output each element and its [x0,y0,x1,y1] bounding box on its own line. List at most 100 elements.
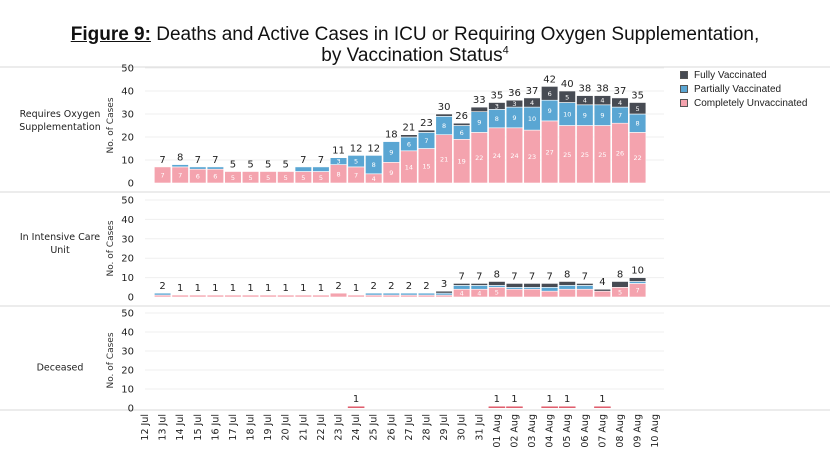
bar-segment-unvaccinated [224,294,242,298]
bar-segment-fully [576,95,594,106]
bar-segment-partially [153,292,172,296]
segment-label-fully: 5 [636,105,640,113]
segment-label-partially: 8 [442,122,446,130]
total-label: 35 [631,91,644,102]
segment-label-partially: 6 [460,129,464,137]
total-label: 12 [367,143,380,154]
bar-segment-fully [629,277,647,282]
x-tick-label: 07 Aug [597,414,608,448]
y-tick-label: 0 [128,404,134,415]
panel-label-1-line-1: Unit [50,245,70,256]
panel-label-2-line-0: Deceased [37,363,84,374]
x-tick-label: 16 Jul [210,414,221,441]
figure-label: Figure 9: [70,24,151,45]
bar-segment-fully [611,97,629,108]
total-label: 10 [631,266,644,277]
segment-label-unvaccinated: 15 [422,162,430,170]
bar-segment-fully [611,281,629,288]
bar-segment-fully [576,283,594,286]
total-label: 26 [455,111,468,122]
chart-title-line-2: by Vaccination Status4 [0,45,830,67]
bar-segment-fully [435,113,453,117]
segment-label-unvaccinated: 4 [372,175,376,183]
segment-label-unvaccinated: 19 [458,158,466,166]
chart-title-line-1: Figure 9: Deaths and Active Cases in ICU… [0,24,830,46]
segment-label-unvaccinated: 5 [319,174,323,182]
y-tick-label: 10 [121,385,134,396]
x-tick-label: 25 Jul [369,414,380,441]
total-label: 38 [578,84,591,95]
bar-segment-unvaccinated [277,171,295,184]
total-label: 1 [230,283,236,294]
y-tick-label: 50 [121,64,134,75]
bar-segment-fully [523,97,541,108]
total-label: 8 [564,269,570,280]
total-label: 1 [283,283,289,294]
bar-segment-partially [382,292,400,296]
total-label: 40 [561,79,574,90]
bar-segment-fully [453,122,471,126]
legend-label-fully-vaccinated: Fully Vaccinated [694,69,767,81]
bar-base-mark [594,406,611,408]
segment-label-partially: 9 [600,112,604,120]
bar-segment-unvaccinated [312,294,330,298]
x-tick-label: 19 Jul [263,414,274,441]
total-label: 36 [508,88,521,99]
legend-item-partially-vaccinated: Partially Vaccinated [680,82,807,96]
bar-segment-fully [488,281,506,286]
x-tick-label: 14 Jul [175,414,186,441]
y-tick-label: 30 [121,347,134,358]
segment-label-partially: 5 [354,158,358,166]
y-tick-label: 0 [128,293,134,304]
bar-segment-partially [171,164,189,168]
total-label: 1 [353,394,359,405]
total-label: 37 [526,86,539,97]
x-tick-label: 30 Jul [457,414,468,441]
bar-segment-unvaccinated [329,292,348,298]
bar-segment-fully [523,283,541,288]
segment-label-unvaccinated: 5 [284,174,288,182]
y-tick-label: 0 [128,179,134,190]
segment-label-fully: 3 [495,102,499,110]
bar-base-mark [541,406,558,408]
x-tick-label: 12 Jul [140,414,151,441]
y-tick-label: 20 [121,366,134,377]
segment-label-unvaccinated: 14 [405,163,413,171]
bar-segment-partially [470,285,488,290]
segment-label-unvaccinated: 22 [475,154,483,162]
bar-segment-fully [505,99,524,108]
bar-segment-fully [400,134,418,138]
segment-label-unvaccinated: 22 [633,154,641,162]
total-label: 7 [546,271,552,282]
total-label: 5 [230,160,236,171]
total-label: 7 [511,271,517,282]
segment-label-partially: 8 [495,115,499,123]
title-footnote-marker: 4 [502,44,509,57]
total-label: 37 [614,86,627,97]
bar-segment-unvaccinated [206,294,224,298]
x-tick-label: 28 Jul [421,414,432,441]
y-axis-label-panel-1: No. of Cases [106,220,116,276]
bar-segment-partially [558,285,576,290]
x-tick-label: 21 Jul [298,414,309,441]
total-label: 1 [353,283,359,294]
segment-label-unvaccinated: 25 [581,151,589,159]
bar-segment-partially [347,155,365,168]
bar-segment-fully [453,283,471,286]
bar-segment-partially [294,166,312,172]
x-tick-label: 05 Aug [562,414,573,448]
segment-label-unvaccinated: 6 [196,173,200,181]
bar-segment-unvaccinated [593,290,612,298]
segment-label-partially: 8 [636,120,640,128]
x-tick-label: 20 Jul [281,414,292,441]
bar-segment-fully [541,86,559,101]
bar-segment-fully [558,281,576,286]
x-tick-label: 04 Aug [545,414,556,448]
total-label: 8 [617,269,623,280]
x-tick-label: 17 Jul [228,414,239,441]
total-label: 2 [159,281,165,292]
segment-label-fully: 6 [548,90,552,98]
y-tick-label: 40 [121,215,134,226]
total-label: 5 [265,160,271,171]
total-label: 1 [300,283,306,294]
